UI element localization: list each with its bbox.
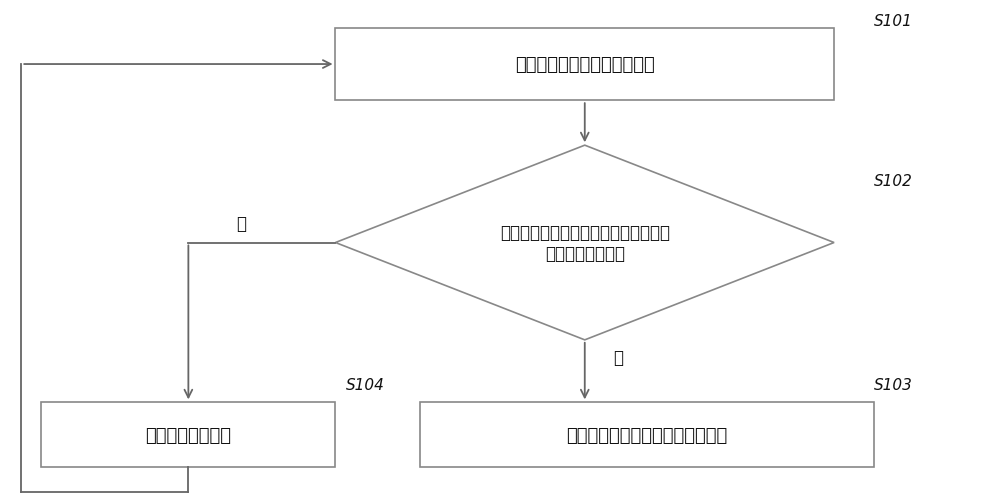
FancyBboxPatch shape [420, 402, 874, 467]
FancyBboxPatch shape [335, 29, 834, 101]
Text: 是: 是 [613, 349, 623, 367]
Text: S101: S101 [874, 14, 913, 29]
Text: 更新所述目标节点: 更新所述目标节点 [145, 426, 231, 444]
Text: S103: S103 [874, 378, 913, 392]
Text: 依据疑似异常规则，判断所述网络行为
信息是否疑似异常: 依据疑似异常规则，判断所述网络行为 信息是否疑似异常 [500, 223, 670, 263]
Polygon shape [335, 146, 834, 340]
FancyBboxPatch shape [41, 402, 335, 467]
Text: 采集目标节点的网络行为信息: 采集目标节点的网络行为信息 [515, 56, 655, 74]
Text: 生成并发送疑似异常信息到控制台: 生成并发送疑似异常信息到控制台 [566, 426, 728, 444]
Text: S102: S102 [874, 173, 913, 188]
Text: 否: 否 [236, 214, 246, 232]
Text: S104: S104 [345, 378, 384, 392]
